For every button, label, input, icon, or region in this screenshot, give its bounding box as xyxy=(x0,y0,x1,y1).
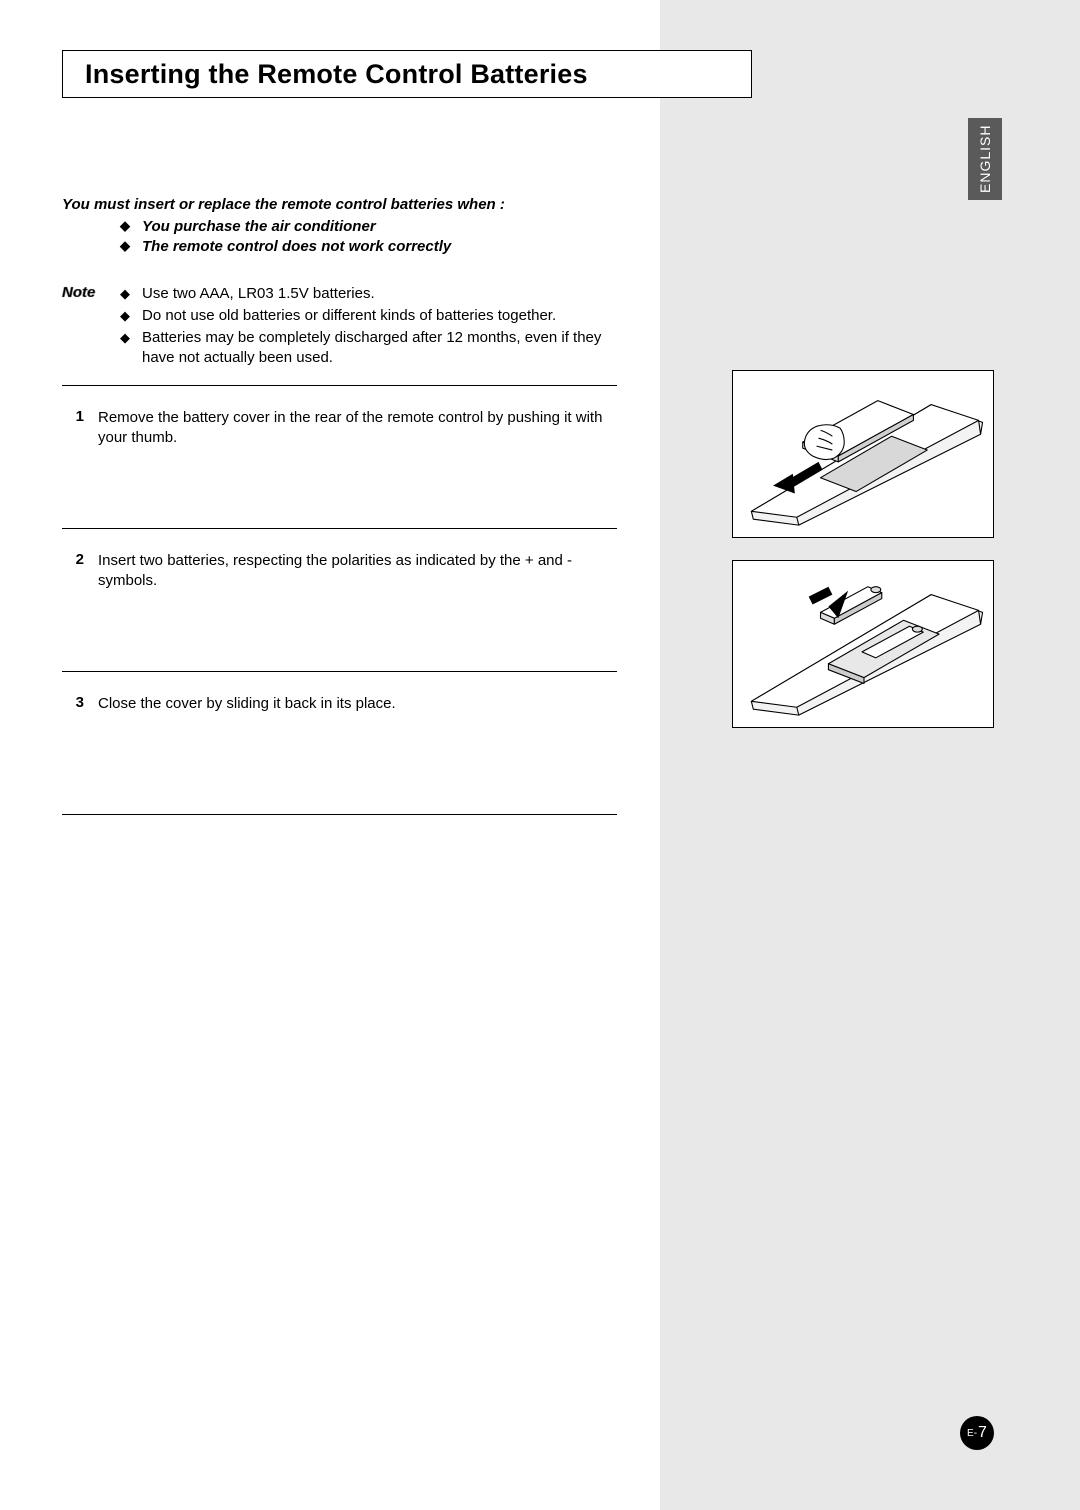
note-bullet-list: Use two AAA, LR03 1.5V batteries. Do not… xyxy=(120,284,622,371)
note-bullet: Batteries may be completely discharged a… xyxy=(120,328,622,369)
remote-cover-icon xyxy=(733,371,993,537)
note-block: Note Use two AAA, LR03 1.5V batteries. D… xyxy=(62,284,622,371)
manual-page: Inserting the Remote Control Batteries E… xyxy=(0,0,1080,1510)
step-number: 1 xyxy=(62,408,98,506)
step-row: 1 Remove the battery cover in the rear o… xyxy=(62,398,622,516)
page-number-value: 7 xyxy=(978,1424,987,1442)
page-number-prefix: E- xyxy=(967,1428,977,1439)
remote-batteries-icon xyxy=(733,561,993,727)
intro-bullet: You purchase the air conditioner xyxy=(120,217,622,237)
step-text: Close the cover by sliding it back in it… xyxy=(98,694,622,792)
note-bullet: Do not use old batteries or different ki… xyxy=(120,306,622,326)
step-row: 3 Close the cover by sliding it back in … xyxy=(62,684,622,802)
language-tab: ENGLISH xyxy=(968,118,1002,200)
step-text: Insert two batteries, respecting the pol… xyxy=(98,551,622,649)
title-box: Inserting the Remote Control Batteries xyxy=(62,50,752,98)
step-number: 3 xyxy=(62,694,98,792)
divider-thick xyxy=(62,528,617,529)
step-text: Remove the battery cover in the rear of … xyxy=(98,408,622,506)
step-number: 2 xyxy=(62,551,98,649)
note-label: Note xyxy=(62,284,120,371)
divider-thick xyxy=(62,671,617,672)
intro-bullet-list: You purchase the air conditioner The rem… xyxy=(62,217,622,258)
page-title: Inserting the Remote Control Batteries xyxy=(85,59,588,90)
content-column: You must insert or replace the remote co… xyxy=(62,196,622,827)
page-number-badge: E-7 xyxy=(960,1416,994,1450)
divider-thick xyxy=(62,814,617,815)
note-bullet: Use two AAA, LR03 1.5V batteries. xyxy=(120,284,622,304)
intro-bullet: The remote control does not work correct… xyxy=(120,237,622,257)
gray-sidebar xyxy=(660,0,1080,1510)
illustration-remove-cover xyxy=(732,370,994,538)
step-row: 2 Insert two batteries, respecting the p… xyxy=(62,541,622,659)
divider xyxy=(62,385,617,386)
illustration-insert-batteries xyxy=(732,560,994,728)
intro-lead: You must insert or replace the remote co… xyxy=(62,196,622,213)
